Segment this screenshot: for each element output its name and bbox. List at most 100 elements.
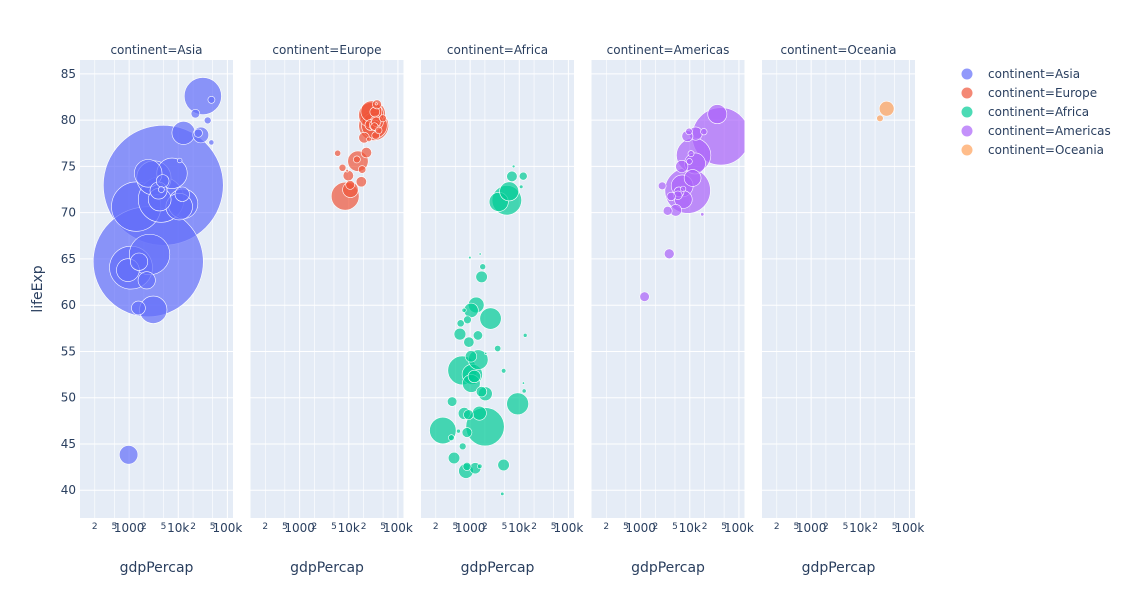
bubble-point[interactable] [680, 185, 687, 192]
bubble-point[interactable] [475, 270, 488, 283]
bubble-point[interactable] [456, 319, 465, 328]
bubble-point[interactable] [639, 291, 650, 302]
bubble-point[interactable] [374, 102, 378, 106]
bubble-point[interactable] [183, 77, 222, 116]
bubble-point[interactable] [177, 157, 183, 164]
legend-item[interactable]: continent=Americas [961, 124, 1111, 138]
bubble-point[interactable] [360, 147, 372, 159]
x-tick-label: 2 [92, 522, 98, 532]
bubble-point[interactable] [686, 158, 693, 165]
y-tick-label: 65 [61, 252, 76, 266]
bubble-point[interactable] [193, 128, 203, 138]
bubble-point[interactable] [357, 165, 367, 174]
legend-item[interactable]: continent=Oceania [961, 143, 1105, 157]
legend-item[interactable]: continent=Asia [961, 67, 1081, 81]
bubble-point[interactable] [683, 169, 702, 187]
bubble-point[interactable] [666, 191, 676, 202]
legend[interactable]: continent=Asia continent=Europe continent=… [961, 67, 1111, 157]
bubble-point[interactable] [478, 252, 482, 256]
bubble-point[interactable] [479, 263, 487, 271]
bubble-point[interactable] [657, 181, 667, 191]
bubble-point[interactable] [497, 458, 510, 472]
bubble-point[interactable] [134, 159, 163, 188]
bubble-point[interactable] [155, 174, 170, 188]
bubble-point[interactable] [494, 344, 502, 353]
bubble-point[interactable] [456, 428, 461, 434]
bubble-point[interactable] [511, 164, 516, 169]
bubble-series-africa [429, 164, 529, 496]
bubble-point[interactable] [158, 186, 165, 193]
bubble-point[interactable] [461, 307, 467, 313]
bubble-point[interactable] [475, 386, 488, 398]
bubble-point[interactable] [878, 100, 895, 117]
x-tick-label: 2 [531, 522, 537, 532]
bubble-point[interactable] [338, 163, 347, 172]
bubble-point[interactable] [208, 139, 215, 146]
bubble-point[interactable] [484, 351, 488, 355]
bubble-point[interactable] [663, 248, 675, 260]
bubble-point[interactable] [522, 333, 528, 338]
bubble-point[interactable] [463, 315, 472, 325]
bubble-point[interactable] [453, 327, 467, 341]
bubble-point[interactable] [500, 491, 505, 496]
bubble-point[interactable] [700, 212, 705, 217]
bubble-point[interactable] [355, 176, 367, 188]
bubble-point[interactable] [130, 252, 149, 271]
bubble-point[interactable] [521, 388, 527, 394]
bubble-point[interactable] [464, 350, 478, 363]
bubble-point[interactable] [518, 171, 528, 181]
bubble-point[interactable] [506, 170, 518, 182]
bubble-point[interactable] [675, 160, 689, 173]
bubble-point[interactable] [137, 271, 156, 290]
legend-item[interactable]: continent=Africa [961, 105, 1090, 119]
bubble-point[interactable] [366, 136, 372, 142]
bubble-point[interactable] [463, 336, 475, 348]
bubble-point[interactable] [462, 462, 472, 471]
y-tick-label: 85 [61, 67, 76, 81]
bubble-point[interactable] [345, 168, 349, 173]
bubble-point[interactable] [687, 150, 695, 157]
bubble-point[interactable] [447, 451, 461, 465]
bubble-point[interactable] [477, 463, 483, 469]
legend-item[interactable]: continent=Europe [961, 86, 1098, 100]
bubble-point[interactable] [521, 381, 525, 385]
bubble-point[interactable] [171, 121, 196, 145]
bubble-point[interactable] [207, 95, 216, 104]
bubble-point[interactable] [519, 184, 524, 189]
x-tick-label: 5 [551, 522, 557, 532]
bubble-point[interactable] [472, 405, 487, 421]
bubble-point[interactable] [472, 330, 483, 341]
bubble-point[interactable] [662, 205, 673, 216]
bubble-point[interactable] [458, 442, 467, 451]
bubble-point[interactable] [468, 255, 472, 260]
bubble-point[interactable] [463, 409, 474, 421]
bubble-point[interactable] [378, 114, 387, 123]
bubble-point[interactable] [707, 104, 728, 124]
x-axis-title: gdpPercap [631, 560, 705, 576]
bubble-point[interactable] [190, 108, 201, 119]
legend-marker [961, 106, 973, 118]
facet-title: continent=Africa [447, 43, 548, 57]
bubble-point[interactable] [479, 307, 502, 330]
bubble-point[interactable] [461, 427, 473, 438]
bubble-point[interactable] [467, 369, 481, 383]
legend-marker [961, 68, 973, 80]
y-tick-label: 45 [61, 437, 76, 451]
bubble-point[interactable] [353, 155, 361, 164]
bubble-point[interactable] [447, 396, 458, 407]
bubble-point[interactable] [375, 126, 383, 135]
bubble-point[interactable] [700, 128, 708, 136]
bubble-point[interactable] [334, 149, 342, 157]
bubble-point[interactable] [685, 127, 693, 136]
bubble-point[interactable] [499, 181, 519, 202]
bubble-point[interactable] [174, 186, 190, 202]
bubble-point[interactable] [131, 300, 146, 316]
bubble-point[interactable] [342, 170, 354, 182]
bubble-point[interactable] [500, 368, 507, 374]
bubble-point[interactable] [876, 114, 884, 122]
bubble-point[interactable] [345, 180, 355, 190]
bubble-point[interactable] [506, 392, 529, 416]
bubble-point[interactable] [448, 434, 455, 441]
bubble-point[interactable] [118, 445, 139, 465]
bubble-point[interactable] [203, 116, 212, 125]
